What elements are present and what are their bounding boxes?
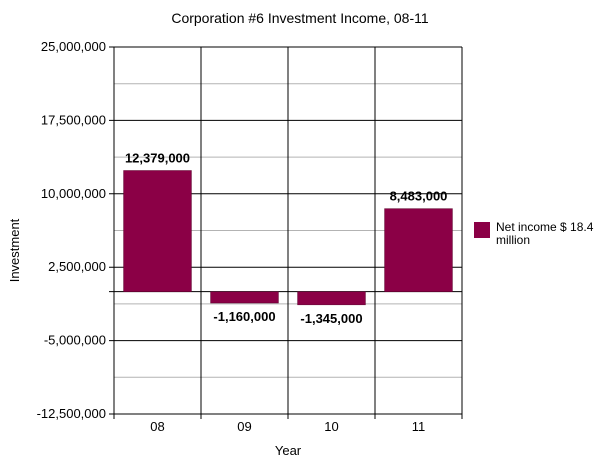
bar xyxy=(123,170,192,292)
y-tick-label: -5,000,000 xyxy=(44,333,106,348)
data-label: -1,345,000 xyxy=(300,311,362,326)
bar xyxy=(297,291,366,306)
x-tick-label: 10 xyxy=(324,419,338,434)
legend: Net income $ 18.4 million xyxy=(474,221,600,247)
data-label: -1,160,000 xyxy=(213,309,275,324)
y-axis-label: Investment xyxy=(7,218,22,282)
legend-swatch xyxy=(474,222,490,238)
bar xyxy=(210,291,279,304)
y-tick-label: 10,000,000 xyxy=(41,186,106,201)
x-axis-label: Year xyxy=(275,443,302,458)
x-tick-label: 08 xyxy=(150,419,164,434)
data-label: 8,483,000 xyxy=(390,189,448,204)
y-tick-label: 25,000,000 xyxy=(41,39,106,54)
y-tick-label: 2,500,000 xyxy=(48,259,106,274)
x-tick-label: 09 xyxy=(237,419,251,434)
y-tick-label: 17,500,000 xyxy=(41,112,106,127)
x-tick-label: 11 xyxy=(412,419,426,434)
y-tick-label: -12,500,000 xyxy=(37,406,106,421)
legend-label: Net income $ 18.4 million xyxy=(496,220,594,247)
chart-title: Corporation #6 Investment Income, 08-11 xyxy=(171,10,429,26)
data-label: 12,379,000 xyxy=(125,151,190,166)
bar xyxy=(384,208,453,292)
